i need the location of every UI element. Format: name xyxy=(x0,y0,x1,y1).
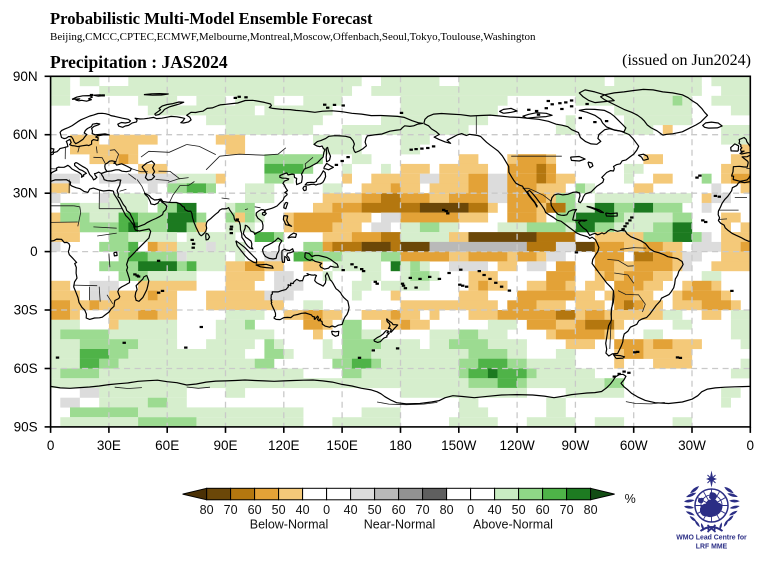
svg-text:70: 70 xyxy=(560,503,574,517)
svg-text:0: 0 xyxy=(323,503,330,517)
svg-text:90E: 90E xyxy=(213,438,237,453)
svg-text:30E: 30E xyxy=(97,438,121,453)
svg-text:LRF MME: LRF MME xyxy=(696,544,728,551)
svg-text:120E: 120E xyxy=(268,438,300,453)
svg-text:40: 40 xyxy=(488,503,502,517)
svg-text:70: 70 xyxy=(224,503,238,517)
svg-text:90N: 90N xyxy=(13,69,38,84)
svg-text:60E: 60E xyxy=(155,438,179,453)
svg-text:150W: 150W xyxy=(441,438,477,453)
svg-text:180: 180 xyxy=(389,438,412,453)
svg-text:60: 60 xyxy=(392,503,406,517)
svg-text:30W: 30W xyxy=(678,438,706,453)
svg-text:70: 70 xyxy=(416,503,430,517)
svg-text:120W: 120W xyxy=(499,438,535,453)
svg-text:WMO Lead Centre for: WMO Lead Centre for xyxy=(676,535,747,542)
svg-text:Above-Normal: Above-Normal xyxy=(473,517,553,531)
svg-text:50: 50 xyxy=(512,503,526,517)
svg-text:%: % xyxy=(625,492,636,506)
svg-text:0: 0 xyxy=(30,244,38,259)
svg-text:60: 60 xyxy=(248,503,262,517)
svg-text:90W: 90W xyxy=(562,438,590,453)
svg-text:0: 0 xyxy=(747,438,755,453)
svg-text:60S: 60S xyxy=(14,361,38,376)
svg-text:80: 80 xyxy=(584,503,598,517)
svg-text:80: 80 xyxy=(200,503,214,517)
svg-text:60: 60 xyxy=(536,503,550,517)
svg-text:30N: 30N xyxy=(13,186,38,201)
svg-text:0: 0 xyxy=(47,438,55,453)
svg-text:90S: 90S xyxy=(14,419,38,434)
svg-text:60N: 60N xyxy=(13,127,38,142)
svg-text:30S: 30S xyxy=(14,303,38,318)
svg-text:0: 0 xyxy=(467,503,474,517)
svg-text:60W: 60W xyxy=(620,438,648,453)
svg-text:50: 50 xyxy=(272,503,286,517)
svg-text:40: 40 xyxy=(296,503,310,517)
svg-text:150E: 150E xyxy=(326,438,358,453)
svg-text:Below-Normal: Below-Normal xyxy=(250,517,329,531)
svg-text:50: 50 xyxy=(368,503,382,517)
svg-text:Near-Normal: Near-Normal xyxy=(364,517,436,531)
svg-text:80: 80 xyxy=(440,503,454,517)
svg-text:40: 40 xyxy=(344,503,358,517)
